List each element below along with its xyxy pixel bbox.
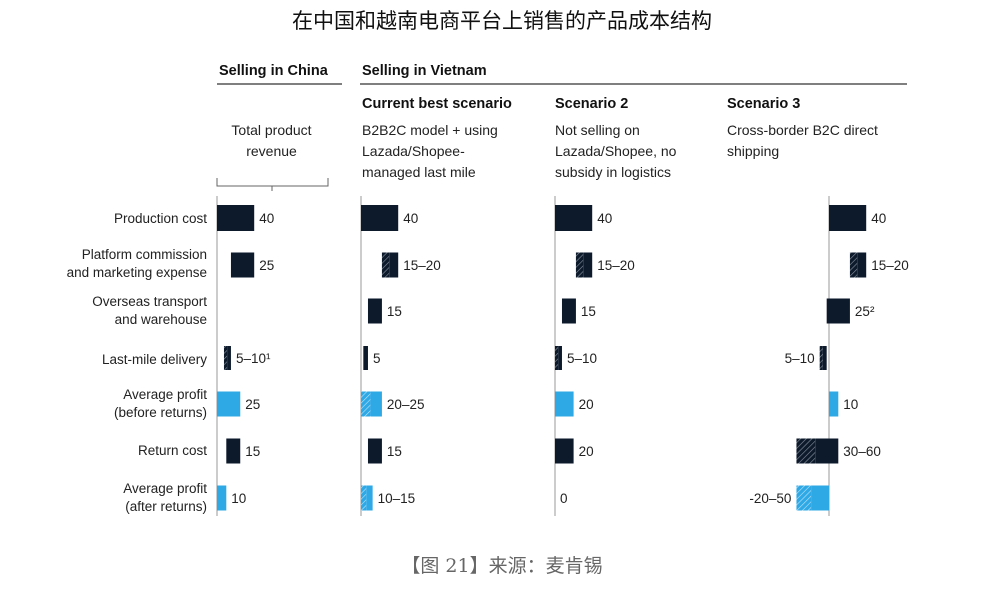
bar	[227, 346, 231, 370]
data-label: 40	[403, 211, 418, 226]
desc-current-line-2: Lazada/Shopee-	[362, 143, 465, 159]
page-title: 在中国和越南电商平台上销售的产品成本结构	[292, 9, 712, 33]
data-label: 25	[259, 258, 274, 273]
bar	[561, 298, 576, 324]
desc-3-line-2: shipping	[727, 143, 780, 159]
scenario-description-current: B2B2C model + using Lazada/Shopee- manag…	[362, 120, 542, 183]
row-label-production-cost: Production cost	[113, 211, 207, 226]
desc-2-line-2: Lazada/Shopee, no	[555, 143, 677, 159]
bar	[367, 298, 382, 324]
bar	[829, 391, 839, 417]
bar-range	[575, 252, 584, 278]
data-label: 25	[245, 397, 260, 412]
bar	[811, 485, 829, 511]
scenario-description-3: Cross-border B2C direct shipping	[727, 120, 927, 162]
bar	[363, 346, 368, 370]
scenario-description-2: Not selling on Lazada/Shopee, no subsidy…	[555, 120, 720, 183]
data-label: 15	[581, 304, 596, 319]
data-label: 10–15	[378, 491, 416, 506]
row-label-platform-commission: Platform commission and marketing expense	[66, 247, 207, 280]
data-label: 10	[231, 491, 246, 506]
bar	[217, 205, 255, 231]
data-label: 40	[259, 211, 274, 226]
bar	[217, 485, 227, 511]
row-label-overseas-transport: Overseas transport and warehouse	[92, 294, 207, 327]
data-label: 20	[579, 444, 594, 459]
data-label: 40	[597, 211, 612, 226]
scenario-title-current: Current best scenario	[362, 96, 512, 112]
bar	[361, 205, 399, 231]
bar	[370, 391, 382, 417]
bar	[366, 485, 373, 511]
bar-range	[819, 346, 823, 370]
bar	[826, 298, 850, 324]
desc-2-line-1: Not selling on	[555, 122, 640, 138]
data-label: 30–60	[843, 444, 881, 459]
chart-frame	[216, 83, 907, 191]
desc-3-line-1: Cross-border B2C direct	[727, 122, 878, 138]
data-label: 20	[579, 397, 594, 412]
bar-range	[555, 346, 559, 370]
section-header-china: Selling in China	[219, 63, 328, 79]
bar-range	[361, 391, 371, 417]
row-label-return-cost: Return cost	[137, 443, 207, 458]
data-label: 5–10	[785, 351, 815, 366]
data-label: 10	[843, 397, 858, 412]
desc-current-line-3: managed last mile	[362, 164, 476, 180]
data-label: 15	[387, 304, 402, 319]
desc-2-line-3: subsidy in logistics	[555, 164, 671, 180]
desc-current-line-1: B2B2C model + using	[362, 122, 498, 138]
data-label: 5–10¹	[236, 351, 271, 366]
bar	[389, 252, 399, 278]
bar-range	[223, 346, 228, 370]
data-label: 5–10	[567, 351, 597, 366]
bar	[555, 205, 593, 231]
bar	[822, 346, 827, 370]
data-label: 15	[245, 444, 260, 459]
desc-china-line-2: revenue	[246, 143, 297, 159]
bar-range	[361, 485, 367, 511]
data-label: 15–20	[597, 258, 635, 273]
row-label-profit-after: Average profit (after returns)	[123, 481, 207, 514]
bar	[558, 346, 562, 370]
data-label: 40	[871, 211, 886, 226]
data-label: 15	[387, 444, 402, 459]
bar-range	[796, 485, 812, 511]
data-label: 15–20	[871, 258, 909, 273]
data-label: 15–20	[403, 258, 441, 273]
row-label-profit-before: Average profit (before returns)	[113, 387, 207, 420]
scenario-title-2: Scenario 2	[555, 96, 629, 112]
scenario-title-3: Scenario 3	[727, 96, 801, 112]
bar	[583, 252, 593, 278]
bar	[230, 252, 255, 278]
bar	[829, 205, 867, 231]
bar	[217, 391, 241, 417]
bar-range	[381, 252, 390, 278]
data-label: 5	[373, 351, 381, 366]
data-label: 25²	[855, 304, 875, 319]
bar	[815, 438, 839, 464]
section-header-vietnam: Selling in Vietnam	[362, 63, 487, 79]
bar	[555, 391, 574, 417]
bar	[555, 438, 574, 464]
bar	[367, 438, 382, 464]
total-revenue-bracket	[216, 178, 329, 191]
data-label: 0	[560, 491, 568, 506]
bar	[226, 438, 241, 464]
scenario-description-china: Total product revenue	[200, 120, 343, 162]
desc-china-line-1: Total product	[231, 122, 312, 138]
bar-range	[796, 438, 816, 464]
chart-marks: 40 25 5–10¹ 25 15 10 40 15–20 15 5 20–25 15 10–15 40 1…	[216, 196, 909, 516]
data-label: 20–25	[387, 397, 425, 412]
bar	[857, 252, 867, 278]
bar-range	[849, 252, 858, 278]
source-caption: 【图 21】来源：麦肯锡	[401, 555, 603, 577]
data-label: -20–50	[749, 491, 791, 506]
row-label-last-mile: Last-mile delivery	[101, 352, 207, 367]
